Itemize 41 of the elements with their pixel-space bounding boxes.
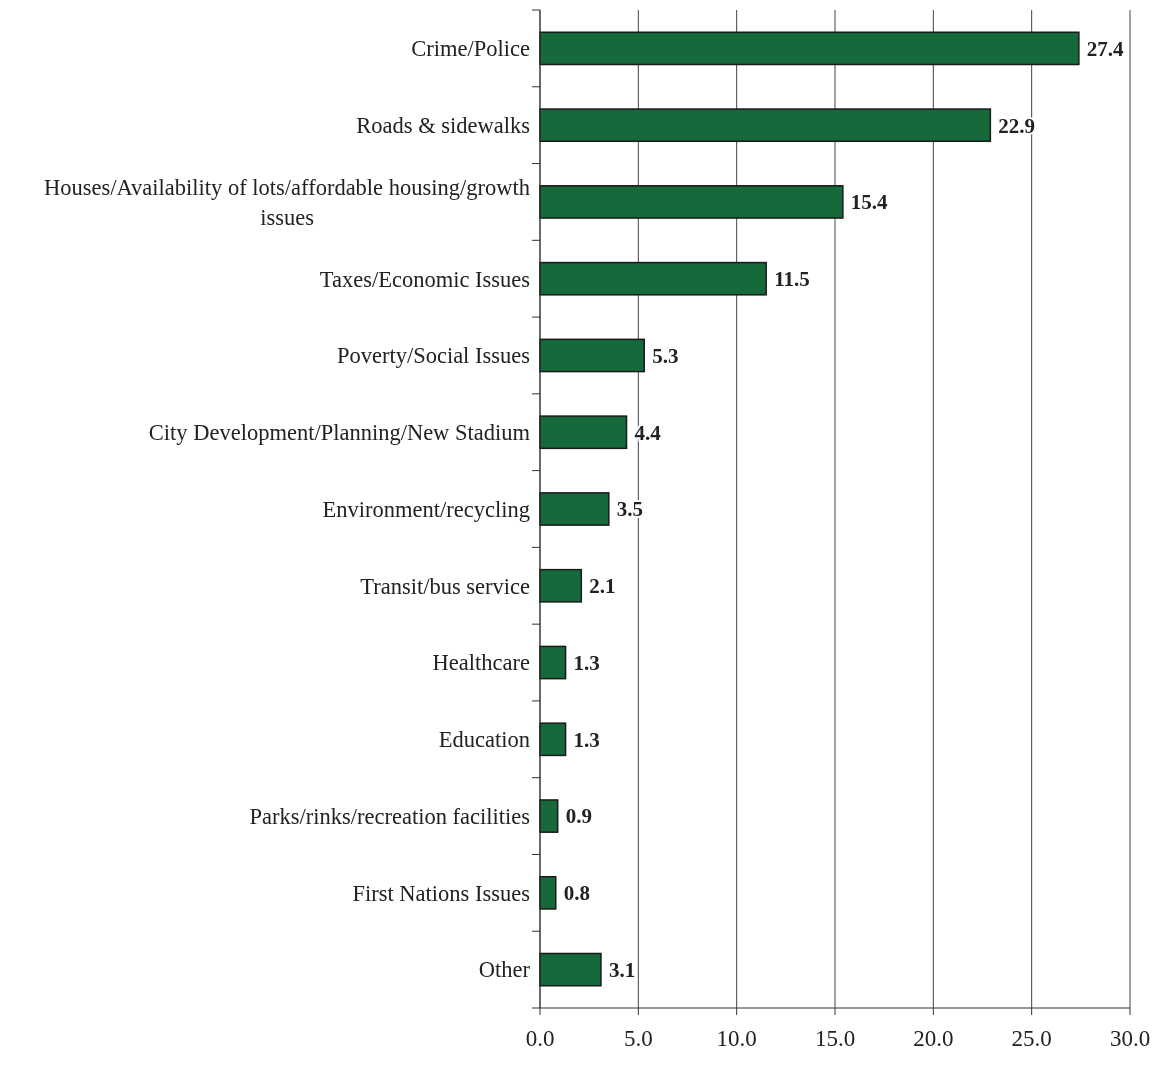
x-tick-label: 30.0 (1109, 1026, 1151, 1051)
y-tick-label: Parks/rinks/recreation facilities (249, 803, 530, 829)
data-label: 1.3 (573, 727, 600, 752)
y-tick-label: Houses/Availability of lots/affordable housing/growth issues (44, 174, 530, 230)
y-tick-label: Education (438, 727, 530, 753)
data-label: 27.4 (1086, 36, 1125, 61)
bar (539, 952, 602, 987)
data-label: 5.3 (652, 343, 679, 368)
bar (539, 645, 567, 680)
y-tick-label: Transit/bus service (360, 573, 530, 599)
bar (539, 185, 844, 219)
y-tick-label: City Development/Planning/New Stadium (148, 420, 531, 446)
data-label: 3.1 (608, 957, 636, 982)
y-tick-label: First Nations Issues (352, 880, 530, 906)
x-tick-label: 5.0 (623, 1026, 653, 1051)
y-tick-label: Poverty/Social Issues (336, 343, 530, 369)
x-tick-label: 15.0 (814, 1026, 856, 1051)
data-label: 0.8 (563, 881, 590, 906)
bar (539, 568, 583, 603)
data-label: 2.1 (589, 574, 616, 599)
data-label: 15.4 (850, 190, 889, 215)
bar (539, 492, 610, 526)
bar (539, 261, 767, 296)
y-tick-label: Environment/recycling (322, 496, 530, 522)
bar (539, 108, 992, 143)
x-tick-label: 25.0 (1011, 1026, 1052, 1051)
x-tick-label: 0.0 (525, 1026, 555, 1051)
y-tick-label: Healthcare (432, 650, 530, 676)
y-tick-label: Taxes/Economic Issues (319, 266, 530, 292)
bar (539, 31, 1080, 66)
data-label: 11.5 (774, 267, 810, 292)
y-tick-label: Crime/Police (411, 36, 531, 62)
data-label: 1.3 (573, 650, 600, 675)
y-tick-label: Other (478, 957, 531, 983)
data-label: 0.9 (565, 804, 592, 829)
x-tick-label: 20.0 (913, 1026, 954, 1051)
x-tick-label: 10.0 (716, 1026, 757, 1051)
bar (539, 338, 645, 373)
y-tick-label: Roads & sidewalks (356, 113, 530, 139)
bar (539, 415, 628, 450)
bar (539, 722, 567, 757)
